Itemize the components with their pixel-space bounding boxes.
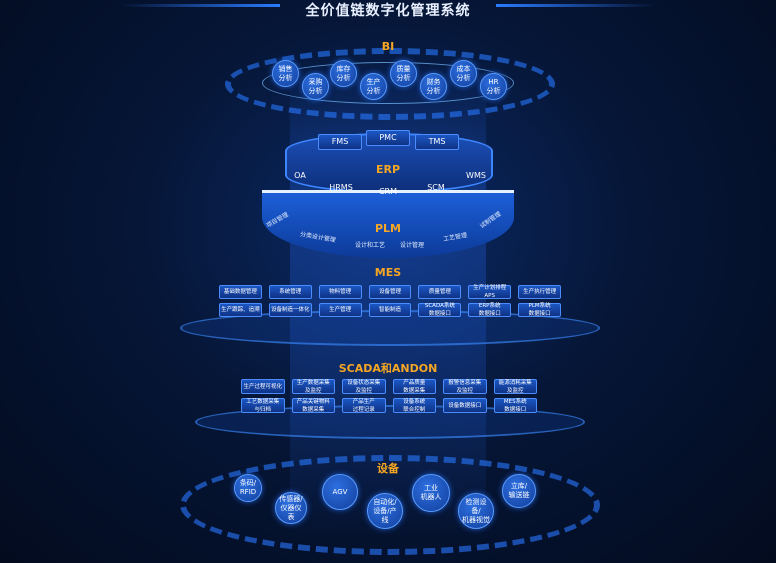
equipment-bubble: 检测设备/ 机器视觉 <box>458 493 494 529</box>
scada-module: 设备数据接口 <box>443 398 487 413</box>
scada-module: 设备状态采集 及监控 <box>342 379 386 394</box>
mes-module: 生产管理 <box>318 303 362 317</box>
erp-front-module: OA <box>294 170 306 180</box>
erp-front-module: WMS <box>466 170 486 180</box>
mes-module: 设备制造一体化 <box>268 303 312 317</box>
mes-label: MES <box>374 266 402 279</box>
plm-label: PLM <box>374 222 402 235</box>
mes-module: SCADA系统 数据接口 <box>418 303 462 317</box>
equipment-label: 设备 <box>377 462 399 475</box>
scada-module: 报警信息采集 及监控 <box>443 379 487 394</box>
mes-module: 质量管理 <box>418 285 462 299</box>
erp-top-module: TMS <box>415 134 459 150</box>
equipment-bubble: 传感器/ 仪器仪表 <box>275 492 307 524</box>
bi-label: BI <box>381 40 395 53</box>
erp-label: ERP <box>375 163 401 176</box>
bi-inner-ring <box>262 62 514 104</box>
mes-module: 系统管理 <box>268 285 312 299</box>
mes-module: 智能制造 <box>368 303 412 317</box>
scada-module: 产品质量 数据采集 <box>392 379 436 394</box>
scada-label: SCADA和ANDON <box>338 362 438 375</box>
mes-module: PLM系统 数据接口 <box>518 303 561 317</box>
scada-module: MES系统 数据接口 <box>493 398 537 413</box>
mes-module: 生产跟踪、追溯 <box>219 303 262 317</box>
mes-module: ERP系统 数据接口 <box>468 303 512 317</box>
bi-ring <box>225 48 555 120</box>
mes-module: 生产执行管理 <box>518 285 561 299</box>
erp-front-module: HRMS <box>329 182 353 192</box>
plm-band <box>262 190 514 258</box>
equipment-bubble: 工业 机器人 <box>412 474 450 512</box>
title-decor-left <box>120 4 280 7</box>
erp-front-module: SCM <box>427 182 445 192</box>
page-title: 全价值链数字化管理系统 <box>305 3 471 19</box>
bi-item-bubble: 成本 分析 <box>450 60 477 87</box>
scada-module: 能源消耗采集 及监控 <box>493 379 537 394</box>
scada-module: 工艺数据采集 与归档 <box>241 398 285 413</box>
mes-module: 生产计划排程 APS <box>468 285 512 299</box>
bi-item-bubble: 销售 分析 <box>272 60 299 87</box>
mes-module: 物料管理 <box>318 285 362 299</box>
scada-module: 生产过程可视化 <box>241 379 285 394</box>
bi-item-bubble: HR 分析 <box>480 73 507 100</box>
bi-item-bubble: 质量 分析 <box>390 60 417 87</box>
bi-item-bubble: 生产 分析 <box>360 73 387 100</box>
scada-module: 设备系统 联合控制 <box>392 398 436 413</box>
equipment-ring <box>180 455 600 555</box>
erp-top-module: FMS <box>318 134 362 150</box>
equipment-bubble: AGV <box>322 474 358 510</box>
equipment-bubble: 条码/ RFID <box>234 474 262 502</box>
mes-module: 设备管理 <box>368 285 412 299</box>
plm-module: 设计管理 <box>400 242 425 249</box>
mes-module: 基础数据管理 <box>219 285 262 299</box>
scada-module: 产品关键物料 数据采集 <box>291 398 335 413</box>
equipment-bubble: 自动化/ 设备/产线 <box>367 493 403 529</box>
bi-item-bubble: 库存 分析 <box>330 60 357 87</box>
bi-item-bubble: 采购 分析 <box>302 73 329 100</box>
scada-modules: 生产过程可视化 生产数据采集 及监控 设备状态采集 及监控 产品质量 数据采集 报警信息… <box>241 379 537 413</box>
erp-front-module: CRM <box>378 186 398 196</box>
scada-module: 生产数据采集 及监控 <box>291 379 335 394</box>
bi-item-bubble: 财务 分析 <box>420 73 447 100</box>
scada-module: 产品生产 过程记录 <box>342 398 386 413</box>
mes-modules: 基础数据管理 系统管理 物料管理 设备管理 质量管理 生产计划排程 APS 生产执行管理生产… <box>219 285 561 317</box>
equipment-bubble: 立库/ 输送链 <box>502 474 536 508</box>
plm-module: 设计和工艺 <box>355 242 386 249</box>
erp-top-module: PMC <box>366 130 410 146</box>
